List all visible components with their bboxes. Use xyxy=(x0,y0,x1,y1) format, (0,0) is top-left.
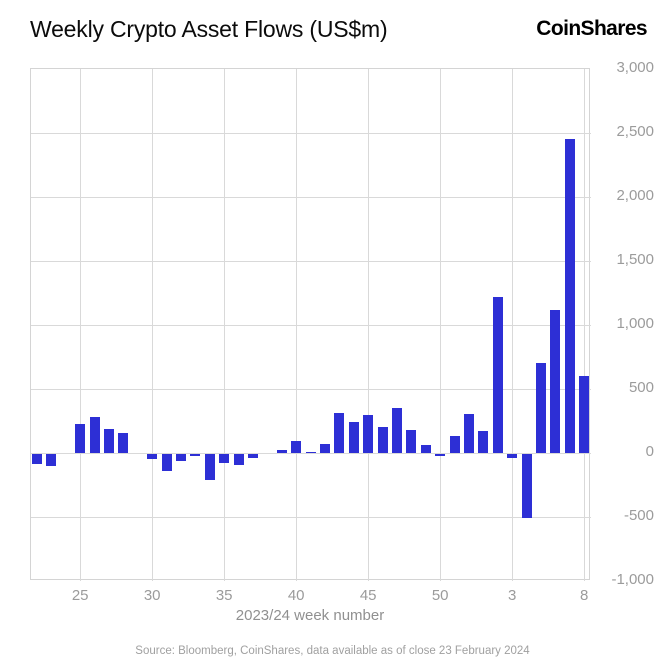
x-tick-label: 45 xyxy=(359,587,377,604)
bar xyxy=(89,417,100,453)
bar xyxy=(291,441,302,453)
bar xyxy=(305,451,316,453)
bar xyxy=(492,296,503,453)
y-tick-label: 0 xyxy=(645,443,654,460)
bar xyxy=(75,423,86,453)
y-tick-label: -500 xyxy=(623,507,654,524)
gridline-v xyxy=(152,69,154,581)
gridline-h xyxy=(31,261,591,262)
x-tick-label: 3 xyxy=(508,587,517,604)
bar xyxy=(118,432,129,453)
y-tick-label: 2,500 xyxy=(616,123,654,140)
bar xyxy=(176,454,186,462)
gridline-h xyxy=(31,325,591,326)
plot-area xyxy=(30,68,591,581)
bar xyxy=(449,436,460,453)
bar xyxy=(161,454,172,471)
x-tick-label: 40 xyxy=(287,587,305,604)
source-note: Source: Bloomberg, CoinShares, data avai… xyxy=(135,645,530,657)
bar xyxy=(377,426,388,453)
bar xyxy=(248,454,258,458)
bar xyxy=(392,408,402,453)
x-axis-title: 2023/24 week number xyxy=(235,607,385,624)
bar xyxy=(46,454,57,466)
y-tick-label: 2,000 xyxy=(616,187,654,204)
x-tick-label: 30 xyxy=(143,587,161,604)
bar xyxy=(406,429,417,453)
bar xyxy=(521,454,532,518)
chart-title: Weekly Crypto Asset Flows (US$m) xyxy=(30,16,388,42)
gridline-v xyxy=(80,69,82,581)
gridline-h xyxy=(31,133,591,134)
bar xyxy=(363,414,374,453)
bar xyxy=(507,454,518,459)
bar xyxy=(320,444,330,453)
gridline-v xyxy=(584,69,586,581)
gridline-h xyxy=(31,453,591,454)
y-tick-label: 3,000 xyxy=(616,59,654,76)
bar xyxy=(536,363,546,453)
bar xyxy=(478,431,489,453)
bar xyxy=(233,454,244,465)
gridline-v xyxy=(224,69,226,581)
y-tick-label: 1,000 xyxy=(616,315,654,332)
gridline-v xyxy=(440,69,442,581)
bar xyxy=(104,429,114,453)
bar xyxy=(204,454,215,480)
y-tick-label: -1,000 xyxy=(611,571,654,588)
bar xyxy=(550,309,561,453)
bar xyxy=(348,421,359,453)
bar xyxy=(147,454,158,460)
y-tick-label: 1,500 xyxy=(616,251,654,268)
gridline-h xyxy=(31,517,591,518)
bar xyxy=(420,445,431,453)
x-tick-label: 50 xyxy=(431,587,449,604)
bar xyxy=(579,376,590,453)
bar xyxy=(564,139,575,453)
x-tick-label: 35 xyxy=(215,587,233,604)
bar xyxy=(190,454,201,456)
bar xyxy=(435,454,446,456)
gridline-v xyxy=(368,69,370,581)
bar xyxy=(464,413,474,453)
x-tick-label: 8 xyxy=(580,587,589,604)
bar xyxy=(219,454,230,463)
x-tick-label: 25 xyxy=(71,587,89,604)
bar xyxy=(276,449,287,453)
gridline-h xyxy=(31,197,591,198)
gridline-h xyxy=(31,389,591,390)
coinshares-logo: CoinShares xyxy=(536,17,647,40)
gridline-v xyxy=(296,69,298,581)
bar xyxy=(32,454,42,465)
gridline-v xyxy=(512,69,514,581)
y-tick-label: 500 xyxy=(628,379,654,396)
bar xyxy=(334,413,345,453)
